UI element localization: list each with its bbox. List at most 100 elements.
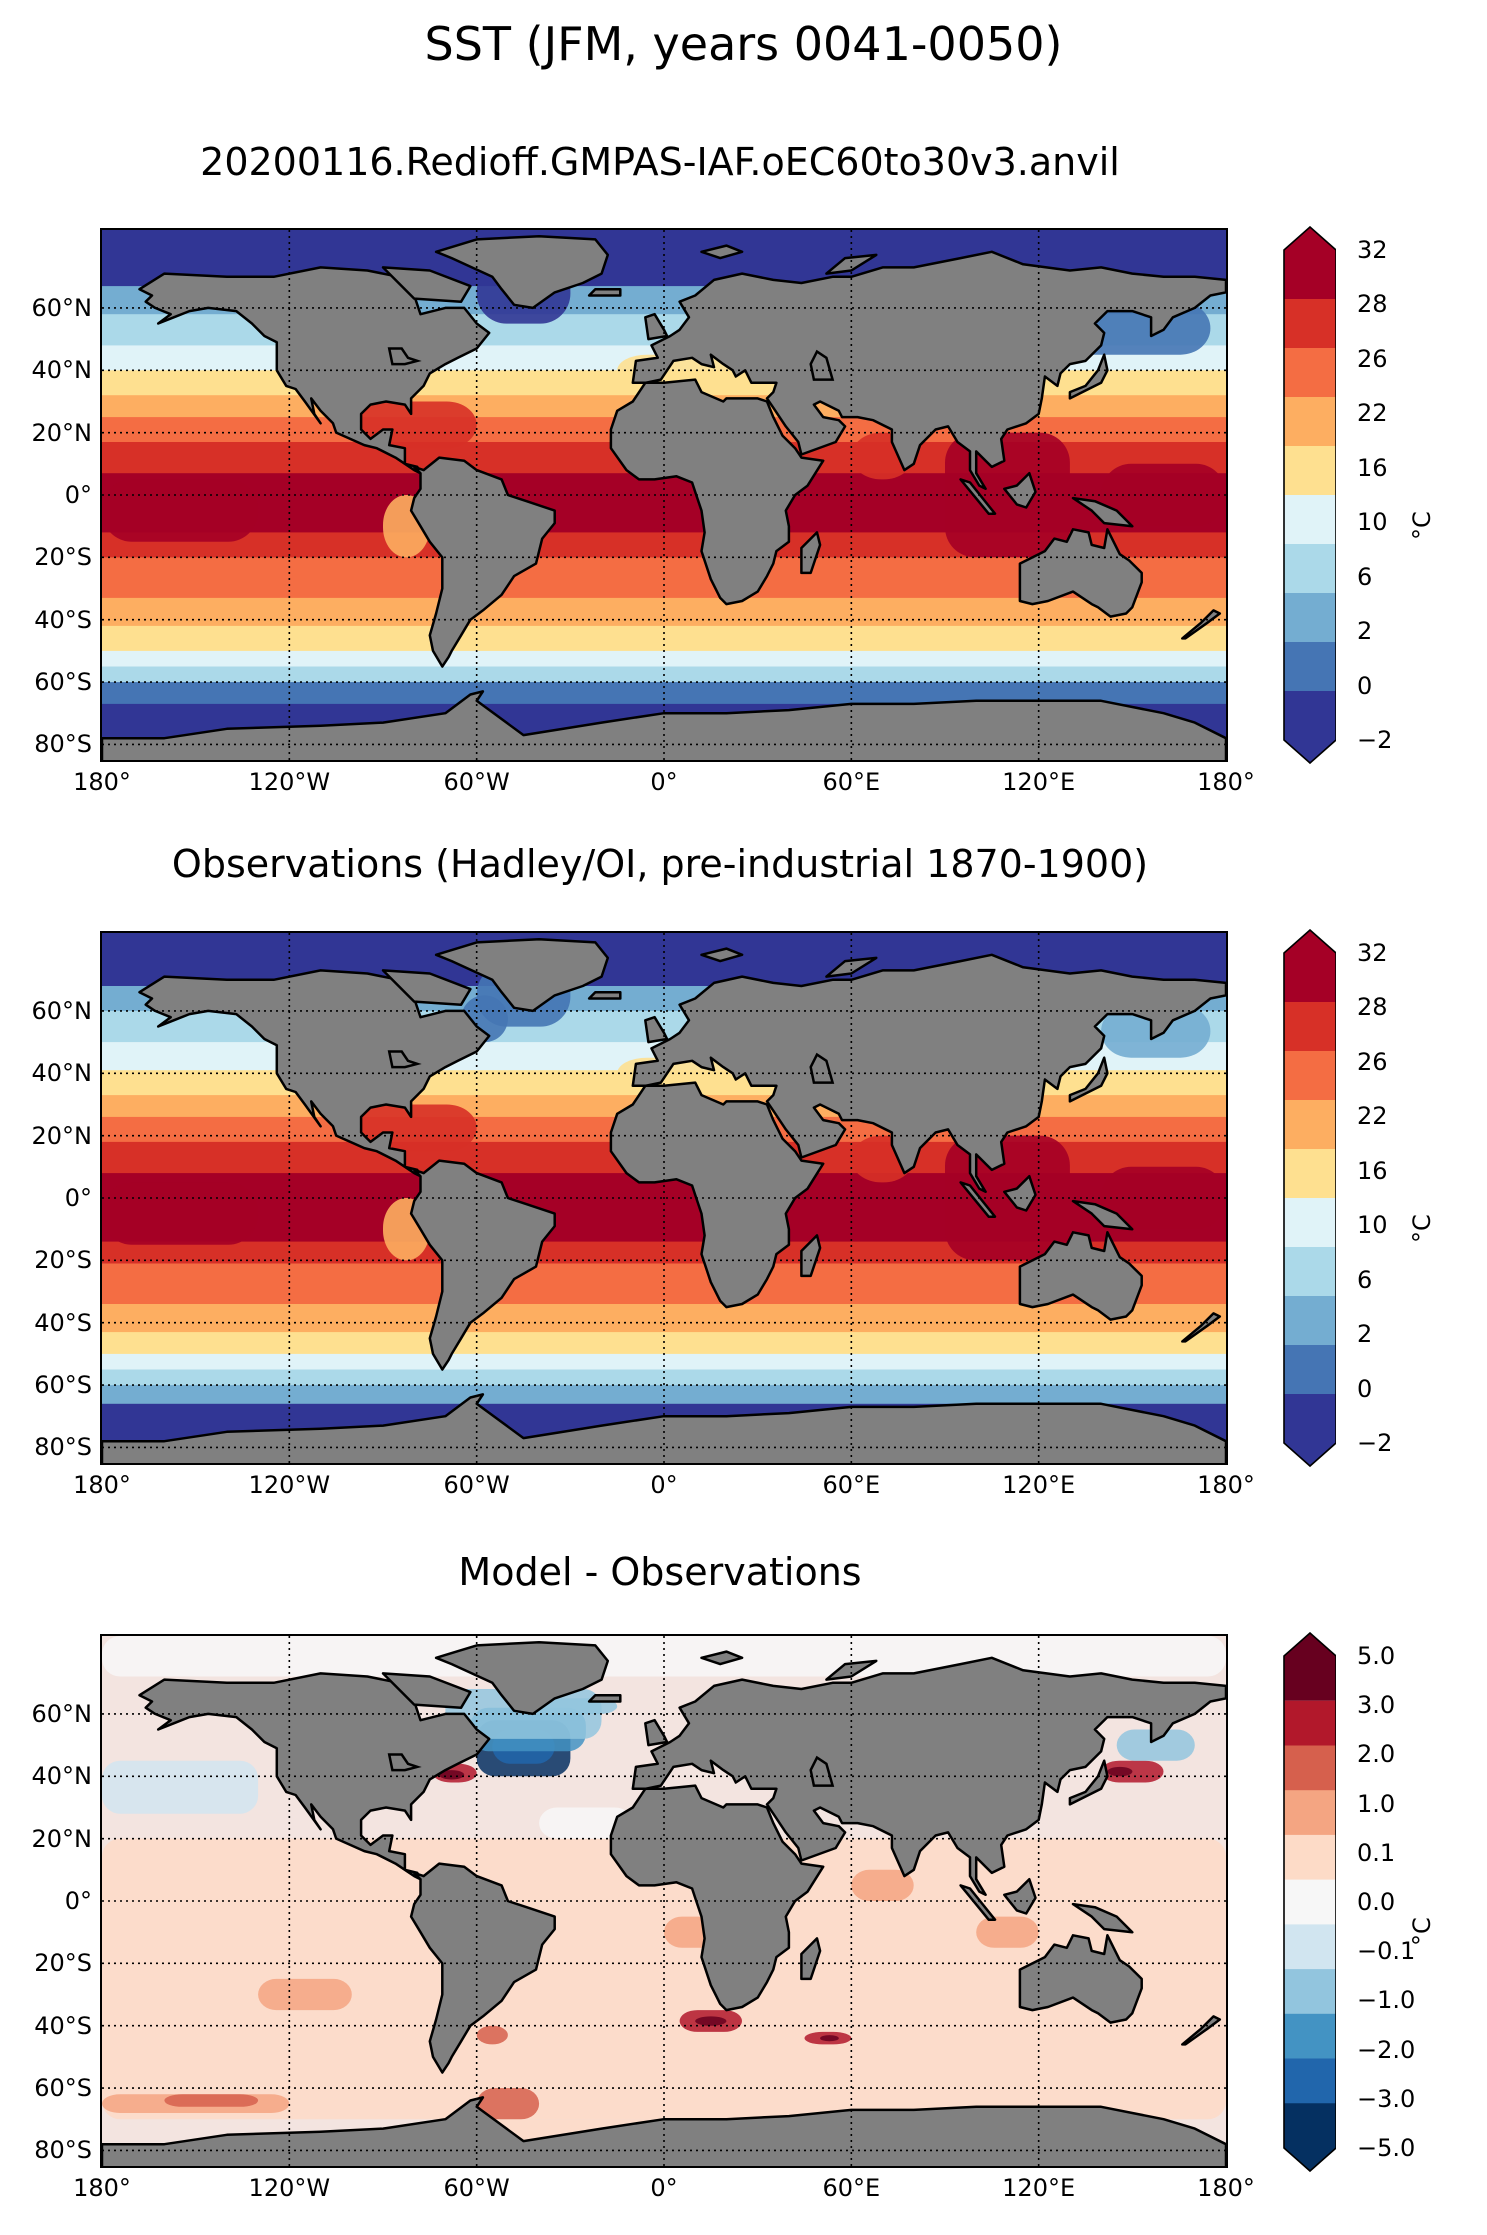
colorbar-swatch [1284,1745,1336,1791]
landmass-uk [644,312,669,341]
diff-patch [102,1760,259,1814]
landmass-south-america [409,1159,556,1371]
landmass-iceland [587,1693,622,1703]
sst-band [102,650,1226,668]
panel-1-map [100,228,1228,762]
figure-title: SST (JFM, years 0041-0050) [424,17,1063,71]
colorbar-tick-label: 16 [1357,453,1388,482]
landmass-japan [1068,1056,1109,1103]
colorbar-swatch [1284,1002,1336,1052]
landmass-svalbard [700,1650,744,1666]
colorbar-swatch [1284,1198,1336,1248]
landmass-australia [1018,528,1143,618]
colorbar-swatch [1284,1100,1336,1150]
lake [387,347,422,366]
landmass-svalbard [700,947,744,963]
colorbar-tick-label: −0.1 [1357,1937,1416,1966]
colorbar-swatch [1284,2058,1336,2104]
colorbar-tick-label: 28 [1357,290,1388,319]
y-tick-label: 0° [64,481,92,509]
x-tick-label: 60°W [443,768,510,796]
graticule [102,933,1226,1463]
y-tick-label: 60°N [31,293,93,322]
landmass-sumatra [959,1884,997,1921]
landmass-antarctica [102,2096,1226,2166]
colorbar-tick-label: 2 [1357,617,1373,646]
landmass-japan [1068,1759,1109,1806]
colorbar-swatch [1284,2013,1336,2059]
colorbar-tick-label: 1.0 [1357,1789,1396,1818]
land-mask [102,1640,1226,2166]
x-tick-label: 120°E [1002,2174,1076,2202]
y-tick-label: 60°S [34,1371,92,1400]
landmass-madagascar [800,1937,822,1981]
x-tick-label: 0° [650,2174,678,2202]
x-tick-label: 180° [73,768,131,796]
x-tick-label: 120°E [1002,1471,1076,1499]
colorbar-tick-label: −2 [1357,726,1393,754]
landmass-borneo [1003,1174,1037,1212]
landmass-south-america [409,456,556,668]
colorbar-bottom-extend [1284,2103,1336,2171]
panel-1-units: °C [1408,511,1436,540]
colorbar-swatch [1284,1924,1336,1970]
colorbar-top-extend [1284,930,1336,1002]
y-tick-label: 60°N [31,996,93,1025]
y-tick-label: 0° [64,1184,92,1212]
diff-patch [851,1869,914,1901]
diff-patch [476,2025,508,2045]
y-tick-label: 80°S [34,1433,92,1462]
colorbar-swatch [1284,1051,1336,1101]
diff-patch [539,1807,633,1839]
y-tick-label: 40°N [31,1059,93,1088]
lake [809,1755,835,1787]
colorbar-swatch [1284,1790,1336,1836]
colorbar-tick-label: −5.0 [1357,2134,1416,2162]
x-tick-label: 0° [650,768,678,796]
x-tick-label: 120°W [248,768,331,796]
colorbar-tick-label: 2 [1357,1320,1373,1349]
colorbar-top-extend [1284,227,1336,299]
x-tick-label: 180° [1197,2174,1255,2202]
landmass-north-america [138,266,491,475]
colorbar-tick-label: 26 [1357,1047,1388,1076]
graticule [102,230,1226,760]
colorbar-tick-label: −1.0 [1357,1986,1416,2015]
colorbar-tick-label: 0 [1357,671,1373,700]
panel-3-units: °C [1408,1917,1436,1946]
landmass-south-america [409,1862,556,2074]
colorbar-tick-label: 5.0 [1357,1642,1396,1670]
colorbar-tick-label: 0.1 [1357,1838,1396,1867]
colorbar-tick-label: 32 [1357,236,1388,264]
diff-patch [976,1916,1039,1948]
colorbar-tick-label: 0 [1357,1374,1373,1403]
y-tick-label: 20°N [31,1824,93,1853]
colorbar-outline [1283,226,1336,765]
panel-2-title: Observations (Hadley/OI, pre-industrial … [171,842,1149,886]
lake [809,1052,835,1084]
colorbar-swatch [1284,1247,1336,1297]
colorbar-tick-label: 26 [1357,344,1388,373]
x-tick-label: 180° [73,1471,131,1499]
x-tick-label: 180° [73,2174,131,2202]
panel-3-colorbar [1283,1632,1336,2173]
colorbar-swatch [1284,1969,1336,2015]
colorbar-tick-label: 22 [1357,1102,1388,1131]
colorbar-tick-label: 6 [1357,1265,1373,1294]
colorbar-swatch [1284,348,1336,398]
x-tick-label: 120°E [1002,768,1076,796]
landmass-uk [644,1015,669,1044]
x-tick-label: 120°W [248,1471,331,1499]
landmass-north-america [138,969,491,1178]
sst-band [102,1353,1226,1371]
colorbar-swatch [1284,544,1336,594]
y-tick-label: 40°S [34,605,92,634]
diff-patch [164,2094,259,2107]
landmass-new-zealand [1181,2015,1222,2046]
y-tick-label: 40°S [34,2011,92,2040]
y-tick-label: 60°S [34,668,92,697]
landmass-australia [1018,1934,1143,2024]
y-tick-label: 20°S [34,543,92,572]
diff-patch [1107,1766,1133,1777]
diff-patch [695,2016,727,2026]
